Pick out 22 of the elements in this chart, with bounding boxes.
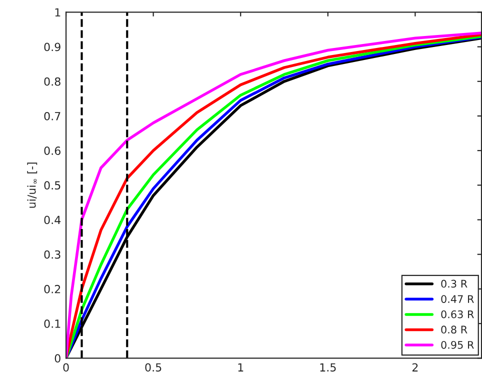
x-tick-label: 0 — [63, 363, 69, 372]
y-tick-label: 0.9 — [44, 42, 60, 52]
legend-label: 0.63 R — [441, 310, 474, 318]
y-tick-label: 1 — [55, 8, 60, 16]
y-tick-label: 0.8 — [44, 77, 60, 86]
legend-label: 0.8 R — [441, 326, 468, 334]
x-tick-label: 1 — [238, 363, 244, 372]
legend-label: 0.47 R — [441, 295, 474, 303]
legend-label: 0.3 R — [441, 280, 468, 288]
y-tick-label: 0.4 — [44, 216, 61, 224]
legend-label: 0.95 R — [441, 340, 474, 349]
y-tick-label: 0 — [54, 354, 60, 363]
y-tick-label: 0.5 — [44, 181, 60, 190]
y-axis-title: ui/ui$_{∞}$ [-] — [27, 162, 38, 208]
x-tick-label: 1.5 — [320, 363, 336, 372]
y-tick-label: 0.7 — [44, 112, 60, 120]
y-tick-label: 0.3 — [44, 250, 60, 259]
y-tick-label: 0.6 — [44, 146, 60, 155]
x-tick-label: 0.5 — [145, 363, 162, 372]
y-tick-label: 0.2 — [44, 284, 60, 294]
y-tick-label: 0.1 — [44, 320, 60, 328]
x-tick-label: 2 — [412, 363, 418, 372]
